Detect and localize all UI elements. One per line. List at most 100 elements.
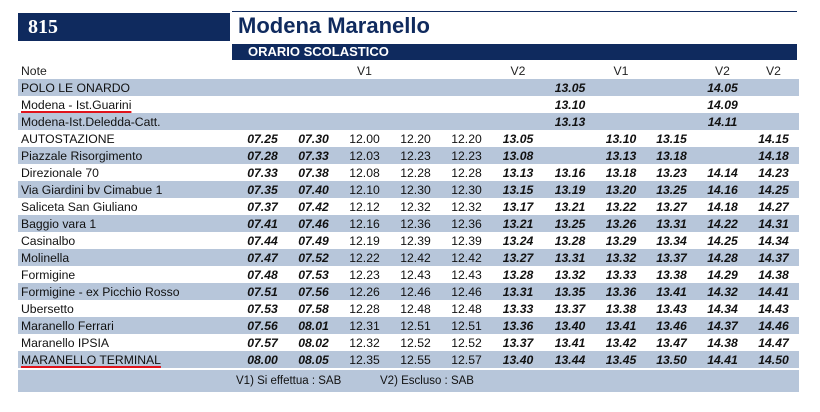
departure-time	[339, 96, 390, 113]
departure-time: 12.22	[339, 249, 390, 266]
departure-time: 12.19	[349, 233, 380, 248]
stop-name: Ubersetto	[21, 301, 74, 316]
departure-time	[544, 130, 596, 147]
departure-time: 12.20	[400, 131, 431, 146]
departure-time: 13.23	[656, 165, 687, 180]
stop-name: Direzionale 70	[21, 165, 99, 180]
departure-time: 12.51	[441, 317, 492, 334]
departure-time	[492, 113, 544, 130]
departure-time: 13.34	[656, 233, 687, 248]
departure-time: 07.52	[288, 249, 339, 266]
departure-time: 14.32	[697, 283, 748, 300]
header-col: V2	[715, 63, 730, 78]
departure-time: 13.31	[544, 249, 596, 266]
departure-time	[339, 79, 390, 96]
departure-time: 13.37	[502, 335, 534, 350]
departure-time: 07.49	[298, 233, 329, 248]
departure-time: 13.45	[596, 351, 646, 368]
stop-name-cell: Casinalbo	[18, 232, 237, 249]
departure-time: 12.46	[390, 283, 441, 300]
stop-name-cell: Direzionale 70	[18, 164, 237, 181]
departure-time: 14.05	[697, 79, 748, 96]
departure-time: 08.02	[298, 335, 329, 350]
departure-time: 07.33	[288, 147, 339, 164]
departure-time	[646, 79, 697, 96]
departure-time: 13.42	[605, 335, 637, 350]
header-col: V2	[510, 63, 526, 78]
departure-time: 13.21	[492, 215, 544, 232]
departure-time: 13.35	[544, 283, 596, 300]
stop-name-cell: POLO LE ONARDO	[18, 79, 237, 96]
stop-name: Via Giardini bv Cimabue 1	[21, 182, 163, 197]
departure-time	[441, 79, 492, 96]
stop-name: Formigine	[21, 267, 76, 282]
departure-time: 14.15	[758, 131, 789, 146]
departure-time: 12.46	[441, 283, 492, 300]
stop-row: Molinella 07.47 07.52 12.22 12.42 12.42 13.27 1…	[18, 249, 799, 266]
stop-name-cell: Formigine	[18, 266, 237, 283]
departure-time: 13.50	[646, 351, 697, 368]
departure-time: 13.44	[544, 351, 596, 368]
stop-name-cell: Modena-Ist.Deledda-Catt.	[18, 113, 237, 130]
legend: V1) Si effettua : SAB V2) Escluso : SAB	[18, 370, 799, 392]
departure-time: 13.40	[544, 317, 596, 334]
stop-name-cell: Saliceta San Giuliano	[18, 198, 237, 215]
departure-time: 13.05	[544, 79, 596, 96]
departure-time: 12.16	[339, 215, 390, 232]
stop-name-cell: Maranello IPSIA	[18, 334, 237, 351]
stop-row: Baggio vara 1 07.41 07.46 12.16 12.36 12.36 13…	[18, 215, 799, 232]
stop-name: Baggio vara 1	[21, 216, 97, 231]
departure-time: 07.41	[237, 215, 288, 232]
header-col	[544, 62, 596, 79]
departure-time	[288, 79, 339, 96]
departure-time: 12.48	[451, 301, 482, 316]
departure-time: 12.52	[451, 335, 482, 350]
departure-time: 13.08	[492, 147, 544, 164]
stop-name: Modena-Ist.Deledda-Catt.	[21, 114, 161, 129]
header-col	[288, 62, 339, 79]
header-col: V1	[613, 63, 629, 78]
route-title: Modena Maranello	[238, 13, 430, 38]
departure-time: 08.05	[288, 351, 339, 368]
stop-row: Modena-Ist.Deledda-Catt. 13.13 14.11	[18, 113, 799, 130]
departure-time	[596, 79, 646, 96]
stop-name-cell: AUTOSTAZIONE	[18, 130, 237, 147]
departure-time: 07.42	[298, 199, 329, 214]
stop-row: Piazzale Risorgimento 07.28 07.33 12.03 12.2…	[18, 147, 799, 164]
stop-row: Casinalbo 07.44 07.49 12.19 12.39 12.39 13.24 1…	[18, 232, 799, 249]
departure-time: 12.08	[349, 165, 380, 180]
departure-time: 13.36	[596, 283, 646, 300]
departure-time: 14.25	[707, 233, 738, 248]
departure-time: 14.27	[758, 199, 789, 214]
stop-name: MARANELLO TERMINAL	[21, 352, 161, 367]
stop-row: Formigine - ex Picchio Rosso 07.51 07.56 12…	[18, 283, 799, 300]
departure-time: 14.34	[758, 233, 789, 248]
departure-time: 12.57	[441, 351, 492, 368]
stop-row: Maranello Ferrari 07.56 08.01 12.31 12.51 12.…	[18, 317, 799, 334]
departure-time: 12.39	[400, 233, 431, 248]
stop-row: Saliceta San Giuliano 07.37 07.42 12.12 12.3…	[18, 198, 799, 215]
stop-name-cell: Via Giardini bv Cimabue 1	[18, 181, 237, 198]
departure-time	[748, 113, 799, 130]
departure-time: 07.30	[298, 131, 329, 146]
departure-time: 12.28	[451, 165, 482, 180]
departure-time: 12.51	[390, 317, 441, 334]
departure-time: 07.58	[298, 301, 329, 316]
departure-time	[544, 147, 596, 164]
departure-time: 13.32	[596, 249, 646, 266]
departure-time	[646, 96, 697, 113]
departure-time: 13.17	[502, 199, 534, 214]
schedule-type-banner: ORARIO SCOLASTICO	[232, 44, 797, 60]
departure-time: 07.53	[247, 301, 278, 316]
departure-time: 14.16	[697, 181, 748, 198]
departure-time: 14.38	[707, 335, 738, 350]
stop-name: Casinalbo	[21, 233, 76, 248]
departure-time: 07.40	[288, 181, 339, 198]
legend-v2: V2) Escluso : SAB	[380, 375, 474, 387]
departure-time: 13.27	[656, 199, 687, 214]
departure-time	[646, 113, 697, 130]
departure-time: 14.38	[758, 267, 789, 282]
departure-time: 13.18	[646, 147, 697, 164]
departure-time	[697, 147, 748, 164]
departure-time: 07.44	[247, 233, 278, 248]
